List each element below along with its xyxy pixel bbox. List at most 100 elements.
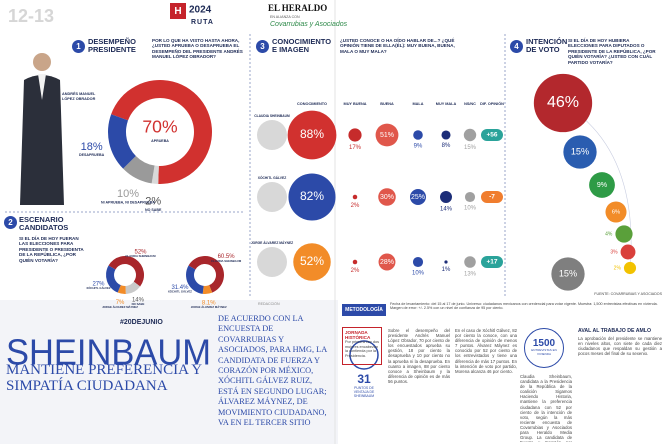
value-label: 1%	[442, 267, 451, 273]
value-label: 8%	[442, 143, 451, 149]
value-label: 13%	[464, 271, 477, 277]
value-label: 46%	[547, 93, 579, 111]
party-bubble	[589, 172, 615, 198]
donut-segment	[123, 155, 155, 184]
opinion-bubble	[352, 259, 358, 265]
brand: EL HERALDO	[268, 3, 327, 13]
segment-label: DESAPRUEBA	[79, 153, 105, 157]
value-label: 2%	[351, 203, 360, 209]
donut-segment	[108, 114, 136, 169]
segment-label: APRUEBA	[151, 139, 169, 143]
opinion-bubble	[444, 260, 448, 264]
opinion-bubble	[441, 130, 451, 140]
column-header: DIF. OPINIÓN	[480, 101, 504, 106]
box: JORNADA HISTÓRICA Por primera vez dos mu…	[342, 327, 382, 365]
segment-label: JORGE ÁLVAREZ MÁYNEZ	[102, 304, 138, 309]
stat: 1500 ENTREVISTAS EN VIVIENDA	[524, 328, 564, 368]
value-label: 52%	[300, 254, 324, 268]
page-number: 12-13	[8, 6, 54, 26]
segment-label: NO SABE	[132, 302, 145, 306]
value-label: 30%	[380, 194, 394, 201]
section-number: 4	[510, 40, 523, 53]
methodology-tag: METODOLOGÍA	[342, 304, 386, 316]
opinion-bubble	[464, 191, 476, 203]
value-label: 6%	[612, 210, 620, 216]
donut-segment	[111, 80, 213, 185]
diff-badge	[481, 129, 503, 141]
donut-segment	[151, 165, 159, 184]
opinion-bubble	[352, 194, 358, 200]
party-bubble	[615, 225, 633, 243]
section-title: CONOCIMIENTO E IMAGEN	[272, 37, 332, 54]
methodology: Fecha de levantamiento: del 15 al 17 de …	[390, 302, 658, 311]
donut-segment	[117, 285, 126, 294]
section-title: ESCENARIO CANDIDATOS	[19, 215, 69, 232]
donut-segment	[125, 281, 141, 294]
column-header: MUY MALA	[436, 102, 457, 106]
person-name: ANDRÉS MANUEL LÓPEZ OBRADOR	[62, 92, 96, 101]
value-label: 31.4%	[171, 285, 189, 291]
value-label: 28%	[380, 259, 394, 266]
value-label: 82%	[300, 189, 324, 203]
donut-segment	[202, 285, 213, 294]
opinion-bubble	[464, 256, 476, 268]
value-label: 8.1%	[202, 300, 216, 306]
person-name: JORGE ÁLVAREZ MÁYNEZ	[251, 240, 293, 245]
value-label: 15%	[571, 146, 589, 156]
column: Claudia Sheinbaum, candidata a la Presid…	[520, 374, 572, 442]
photo	[257, 182, 287, 212]
value-label: -7	[489, 194, 495, 201]
opinion-bubble	[412, 256, 424, 268]
donut-segment	[186, 265, 204, 294]
segment-label: XÓCHITL GÁLVEZ	[168, 289, 192, 294]
value-label: 17%	[349, 145, 362, 151]
logo-word: RUTA	[191, 19, 214, 26]
value-label: 9%	[414, 143, 423, 149]
column-header: NS/NC	[464, 102, 476, 106]
segment-label: XÓCHITL GÁLVEZ	[86, 285, 110, 290]
column-header: MALA	[413, 102, 424, 106]
column-header: MUY BUENA	[344, 102, 367, 106]
box-title: JORNADA HISTÓRICA	[345, 330, 371, 341]
stat: 31 PUNTOS DE VENTAJA DE SHEINBAUM	[350, 372, 378, 398]
value-label: 4%	[605, 231, 613, 237]
value-label: 14%	[132, 297, 145, 303]
party-bubble	[620, 244, 636, 260]
question: POR LO QUE HA VISTO HASTA AHORA, ¿USTED …	[152, 38, 243, 60]
opinion-bubble	[378, 253, 396, 271]
value-label: 15%	[464, 145, 477, 151]
value-label: +56	[486, 132, 497, 139]
photo	[20, 53, 64, 205]
value-label: 2%	[614, 265, 622, 271]
value-label: 52%	[134, 249, 147, 255]
awareness-bubble	[288, 173, 336, 221]
party-bubble	[623, 261, 637, 275]
value-label: 10%	[117, 188, 139, 200]
value-label: 10%	[412, 271, 425, 277]
party-bubble	[605, 201, 627, 223]
headline-band	[0, 300, 338, 444]
value-label: 18%	[81, 141, 103, 153]
sidebar-title: AVAL AL TRABAJO DE AMLO	[578, 328, 652, 334]
headline-subtitle: MANTIENE PREFERENCIA Y SIMPATÍA CIUDADAN…	[6, 362, 202, 394]
box-text: Por primera vez dos mujeres encabezan la…	[345, 340, 379, 358]
question: SI EL DÍA DE HOY FUERAN LAS ELECCIONES P…	[19, 236, 84, 263]
diff-badge	[481, 191, 503, 203]
section-number: 1	[72, 40, 85, 53]
chart-name: BRUTA	[105, 223, 121, 228]
party-bubble	[533, 73, 593, 133]
donut-segment	[106, 265, 121, 293]
value-label: 2%	[351, 268, 360, 274]
byline: REDACCIÓN	[258, 302, 280, 306]
party-bubble	[551, 257, 585, 291]
person-name: CLAUDIA SHEINBAUM	[254, 114, 290, 118]
photo	[257, 247, 287, 277]
value-label: 60.5%	[218, 254, 236, 260]
segment-label: CLAUDIA SHEINBAUM	[211, 259, 242, 263]
section-number: 2	[4, 216, 17, 229]
value-label: 15%	[559, 268, 577, 278]
value-label: 27%	[92, 282, 105, 288]
value-label: 25%	[411, 194, 425, 201]
value-label: 2%	[145, 196, 161, 208]
